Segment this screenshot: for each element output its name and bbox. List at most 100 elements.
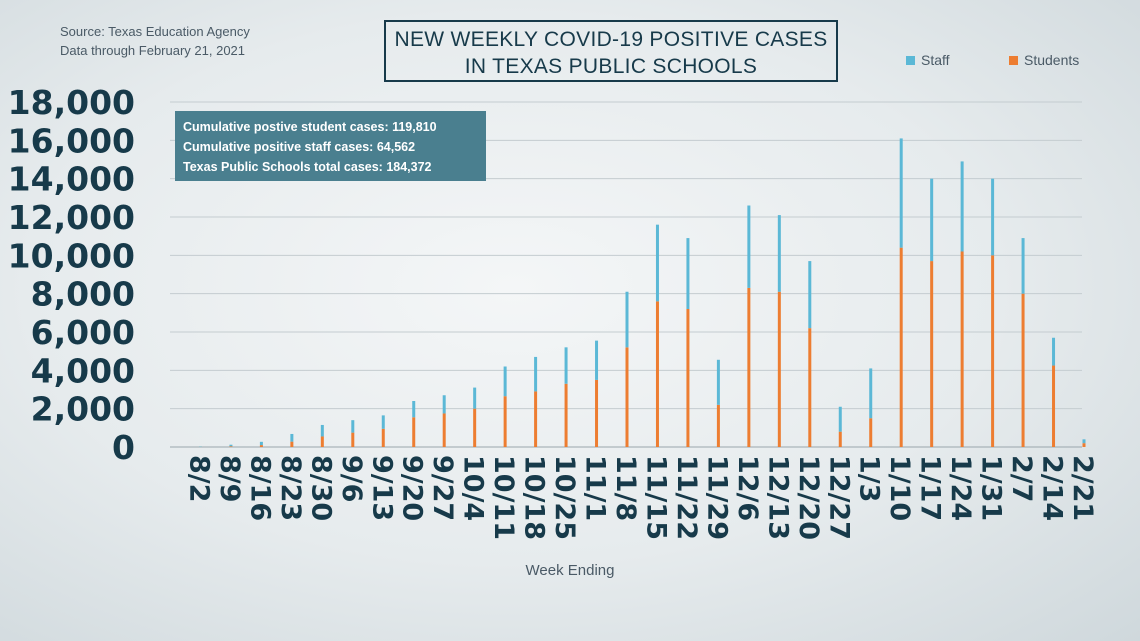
- bar-staff: [838, 406, 842, 432]
- x-tick-label: 12/13: [762, 455, 793, 540]
- bar-staff: [1021, 238, 1025, 294]
- bar-students: [351, 432, 355, 447]
- bar-students: [1052, 365, 1056, 447]
- bar-students: [960, 251, 964, 447]
- bar-staff: [473, 387, 477, 409]
- bar-students: [716, 404, 720, 447]
- source-line: Source: Texas Education Agency: [60, 24, 250, 39]
- bar-students: [503, 396, 507, 447]
- bar-staff: [1052, 337, 1056, 366]
- bar-students: [290, 441, 294, 447]
- bar-students: [869, 418, 873, 447]
- x-tick-label: 10/18: [519, 455, 550, 540]
- y-tick-label: 0: [112, 428, 135, 467]
- legend-swatch-staff: [906, 55, 915, 65]
- bar-staff: [503, 366, 507, 397]
- bar-students: [412, 417, 416, 447]
- x-tick-label: 2/14: [1037, 455, 1068, 521]
- legend-swatch-students: [1009, 55, 1018, 65]
- y-tick-label: 6,000: [31, 313, 135, 352]
- x-tick-label: 1/17: [915, 455, 946, 521]
- bar-staff: [564, 347, 568, 384]
- x-tick-label: 11/8: [610, 455, 641, 521]
- bar-students: [686, 309, 690, 447]
- x-tick-label: 1/3: [854, 455, 885, 502]
- bar-staff: [351, 420, 355, 433]
- x-tick-label: 1/31: [976, 455, 1007, 521]
- y-tick-label: 18,000: [8, 83, 135, 122]
- bar-students: [808, 328, 812, 447]
- bar-students: [655, 301, 659, 447]
- x-tick-label: 9/20: [397, 455, 428, 521]
- bar-staff: [899, 138, 903, 248]
- x-tick-label: 8/16: [244, 455, 275, 521]
- x-tick-label: 11/15: [640, 455, 671, 540]
- bar-staff: [320, 424, 324, 437]
- bar-students: [838, 431, 842, 447]
- y-tick-label: 12,000: [8, 198, 135, 237]
- chart-title: NEW WEEKLY COVID-19 POSITIVE CASES IN TE…: [384, 20, 838, 82]
- bar-staff: [747, 205, 751, 288]
- legend-label-staff: Staff: [921, 52, 950, 68]
- x-tick-label: 10/11: [488, 455, 519, 540]
- bar-students: [564, 383, 568, 447]
- bar-staff: [869, 368, 873, 419]
- bar-students: [534, 391, 538, 447]
- bar-staff: [655, 224, 659, 302]
- bar-staff: [259, 441, 263, 446]
- x-tick-label: 8/2: [183, 455, 214, 502]
- legend-label-students: Students: [1024, 52, 1080, 68]
- x-tick-label: 12/27: [823, 455, 854, 540]
- bar-students: [1021, 293, 1025, 447]
- bar-students: [259, 445, 263, 447]
- x-tick-label: 11/22: [671, 455, 702, 540]
- info-staff-cases: Cumulative positive staff cases: 64,562: [183, 140, 416, 154]
- bar-students: [442, 413, 446, 447]
- bar-students: [229, 446, 233, 447]
- bar-students: [625, 347, 629, 447]
- bar-staff: [381, 415, 385, 429]
- bar-staff: [777, 215, 781, 292]
- x-tick-label: 11/1: [580, 455, 611, 521]
- data-through-line: Data through February 21, 2021: [60, 43, 246, 58]
- bar-staff: [716, 359, 720, 405]
- y-tick-label: 2,000: [31, 390, 135, 429]
- bar-students: [473, 408, 477, 447]
- x-tick-label: 9/6: [336, 455, 367, 502]
- bar-staff: [625, 291, 629, 348]
- x-tick-label: 10/25: [549, 455, 580, 540]
- x-tick-label: 9/27: [427, 455, 458, 521]
- bar-students: [899, 247, 903, 447]
- bar-students: [777, 291, 781, 447]
- legend-item-students: Students: [1009, 52, 1079, 68]
- y-tick-label: 10,000: [8, 236, 135, 275]
- x-tick-label: 12/6: [732, 455, 763, 521]
- bar-staff: [595, 340, 599, 380]
- bar-staff: [229, 444, 233, 447]
- chart-title-line2: IN TEXAS PUBLIC SCHOOLS: [464, 55, 758, 78]
- bar-staff: [290, 433, 294, 442]
- x-tick-label: 2/21: [1067, 455, 1098, 521]
- bar-staff: [534, 356, 538, 392]
- info-total-cases: Texas Public Schools total cases: 184,37…: [183, 160, 432, 174]
- cumulative-info-box: Cumulative postive student cases: 119,81…: [175, 111, 486, 181]
- x-tick-label: 8/9: [214, 455, 245, 502]
- y-tick-label: 16,000: [8, 121, 135, 160]
- chart-title-line1: NEW WEEKLY COVID-19 POSITIVE CASES: [394, 28, 828, 51]
- x-tick-label: 12/20: [793, 455, 824, 540]
- x-tick-label: 1/24: [945, 455, 976, 521]
- bar-staff: [808, 261, 812, 329]
- bar-staff: [930, 178, 934, 262]
- bar-staff: [960, 161, 964, 252]
- bar-students: [320, 436, 324, 447]
- bar-students: [930, 261, 934, 447]
- source-note: Source: Texas Education Agency Data thro…: [60, 22, 250, 60]
- legend-item-staff: Staff: [906, 52, 950, 68]
- info-student-cases: Cumulative postive student cases: 119,81…: [183, 120, 437, 134]
- bar-students: [595, 379, 599, 447]
- x-tick-label: 2/7: [1006, 455, 1037, 502]
- bar-staff: [1082, 439, 1086, 444]
- x-tick-label: 10/4: [458, 455, 489, 521]
- y-tick-label: 14,000: [8, 160, 135, 199]
